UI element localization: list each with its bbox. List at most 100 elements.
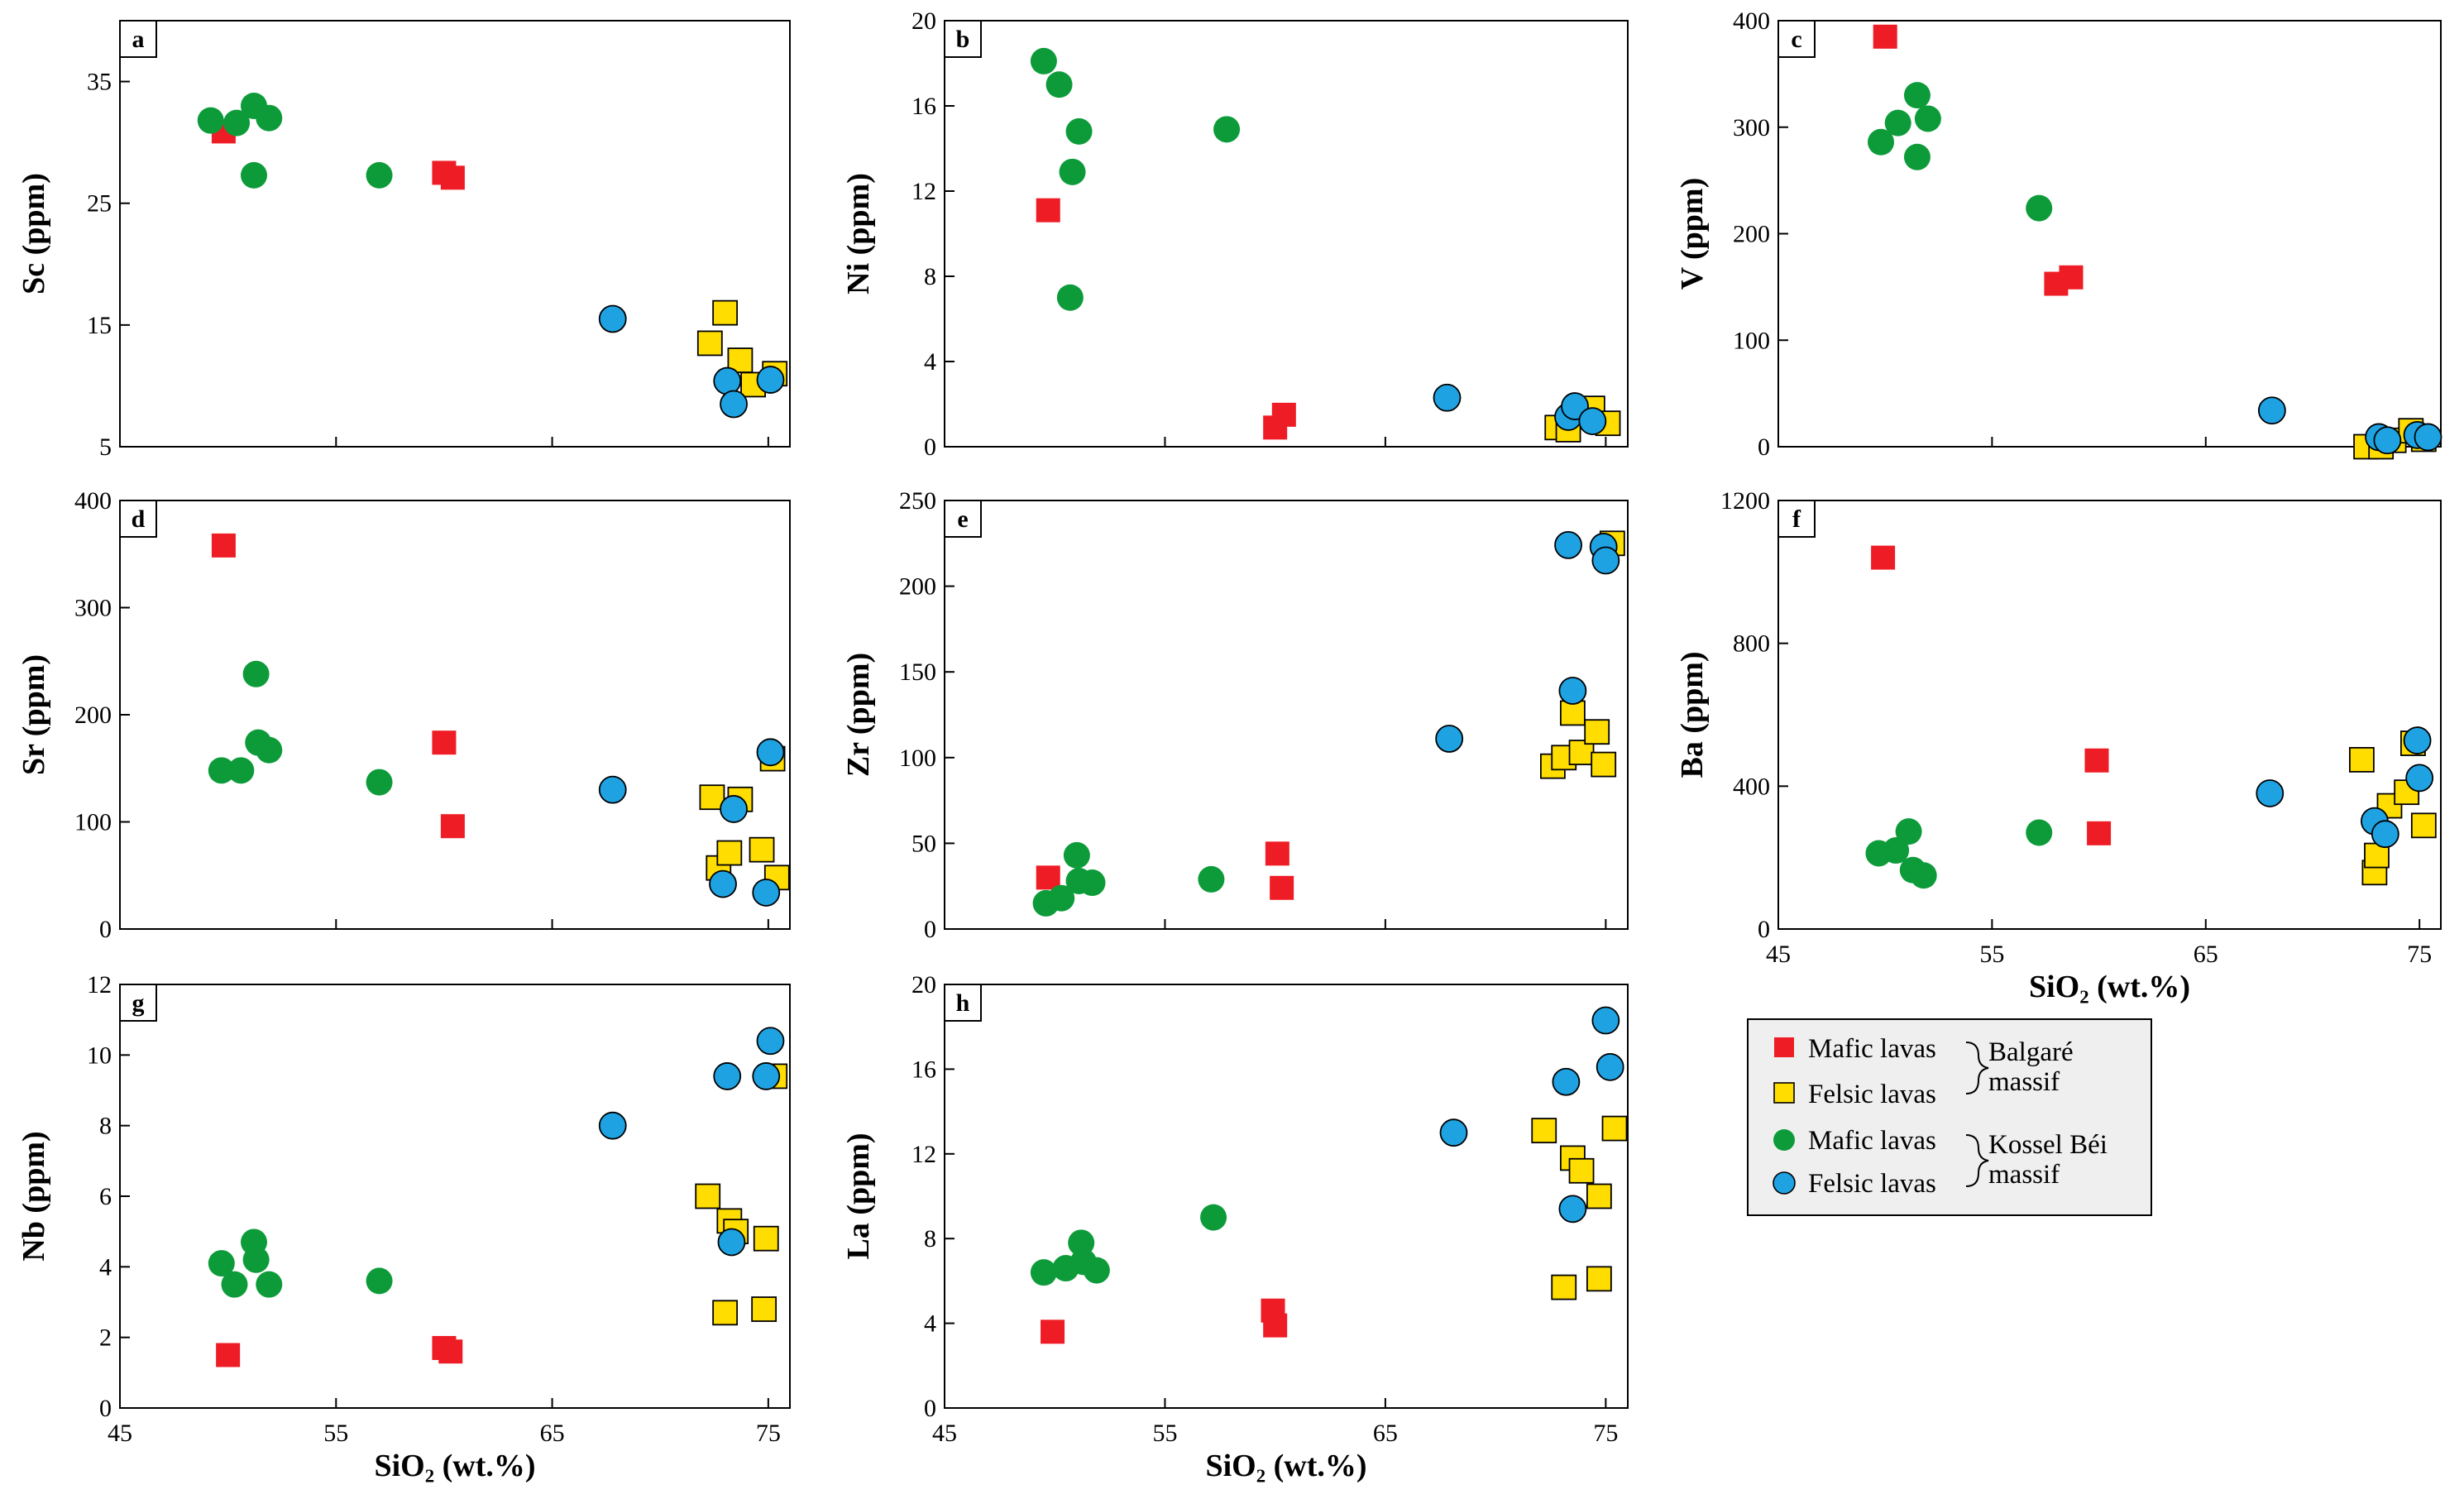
point-bf [749,836,775,863]
x-tick-label: 55 [323,1420,348,1447]
point-kf [1439,1118,1468,1147]
panel-label-box [944,20,982,58]
panel-label-box [1777,20,1816,58]
y-axis-label: Ni (ppm) [841,173,876,295]
point-km [223,109,251,136]
y-tick-label: 0 [99,916,112,943]
point-bf [1601,1115,1628,1142]
point-kf [2405,764,2434,793]
panel-label: b [956,26,970,53]
point-km [1030,1259,1057,1286]
point-bm [1265,841,1289,866]
point-bm [432,730,457,755]
point-km [1910,862,1937,889]
point-kf [1596,1052,1624,1081]
point-bm [211,533,236,558]
panel-label: d [132,505,146,533]
panel-label: h [956,989,970,1017]
y-tick-label: 20 [911,971,936,999]
point-km [2026,194,2053,222]
point-km [256,1271,283,1298]
legend-group-balgare: Balgaré [1988,1037,2074,1067]
point-km [1045,71,1073,98]
point-bf [716,840,743,866]
y-tick-label: 2 [99,1324,112,1352]
point-kf [720,795,748,823]
x-axis-label: SiO₂ (wt.%) [374,1449,535,1483]
point-kf [598,304,627,333]
point-kf [756,738,785,767]
point-bf [1586,1266,1612,1292]
y-tick-label: 5 [99,433,112,461]
point-bf [696,330,723,357]
point-bf [1531,1118,1557,1144]
point-km [208,757,235,784]
legend-marker-kossel-mafic [1773,1129,1795,1151]
point-kf [1433,383,1462,412]
point-kf [713,1062,742,1090]
x-axis-label: SiO₂ (wt.%) [1205,1449,1366,1483]
legend-group-kossel-massif: massif [1988,1160,2060,1190]
point-bf [712,1300,739,1326]
panel-g: 0 2 4 6 8 10 12 45 55 65 75 Nb (ppm) SiO₂ (wt.%) g [17,971,791,1483]
panel-label: g [132,989,145,1017]
legend-brace-balgare [1965,1042,1989,1094]
y-tick-label: 12 [87,971,112,999]
y-tick-label: 15 [87,312,112,339]
point-kf [598,1111,627,1140]
point-bm [2084,748,2109,773]
point-bm [440,814,465,839]
y-tick-label: 16 [911,1056,936,1083]
point-kf [2256,779,2285,807]
legend-label-kossel-mafic: Mafic lavas [1808,1126,1936,1156]
point-bm [2059,265,2084,290]
y-tick-label: 150 [899,659,936,686]
y-tick-label: 800 [1733,630,1770,658]
point-km [1895,818,1922,845]
y-axis-label: Zr (ppm) [841,653,876,777]
point-km [241,161,267,189]
y-tick-label: 400 [74,487,112,515]
point-kf [2371,820,2399,849]
panel-c: 0 100 200 300 400 V (ppm) c [1675,7,2442,461]
legend-group-balgare-massif: massif [1988,1067,2060,1097]
y-axis-label: Nb (ppm) [17,1131,51,1261]
y-tick-label: 300 [1733,114,1770,141]
point-kf [717,1228,746,1257]
panel-label: c [1791,26,1801,53]
point-km [366,161,393,189]
point-km [1213,116,1241,143]
point-kf [1578,407,1607,436]
legend-marker-balgare-mafic [1774,1037,1794,1057]
y-tick-label: 250 [899,487,936,515]
point-kf [756,366,785,394]
point-kf [598,775,627,804]
panel-d: 0 100 200 300 400 Sr (ppm) d [17,487,791,943]
point-bm [1263,1313,1288,1338]
point-kf [1435,725,1464,753]
point-kf [713,366,742,395]
legend-label-balgare-mafic: Mafic lavas [1808,1034,1936,1064]
y-tick-label: 16 [911,93,936,120]
point-kf [720,390,748,419]
point-bm [1036,198,1060,223]
point-kf [1591,1006,1620,1035]
panel-label-box [119,984,157,1022]
legend-brace-kossel [1965,1134,1989,1187]
point-bf [1568,1157,1595,1184]
panel-label: e [957,505,968,533]
point-bf [753,1225,779,1252]
point-bf [1584,719,1610,745]
x-tick-label: 75 [1593,1420,1618,1447]
point-bf [1559,700,1586,726]
y-tick-label: 100 [899,745,936,772]
point-km [242,1246,270,1273]
y-tick-label: 200 [1733,221,1770,248]
x-tick-label: 45 [108,1420,132,1447]
y-tick-label: 0 [924,1395,936,1422]
point-km [1048,884,1075,912]
point-kf [756,1027,785,1056]
point-km [197,107,224,134]
point-kf [2403,726,2432,754]
